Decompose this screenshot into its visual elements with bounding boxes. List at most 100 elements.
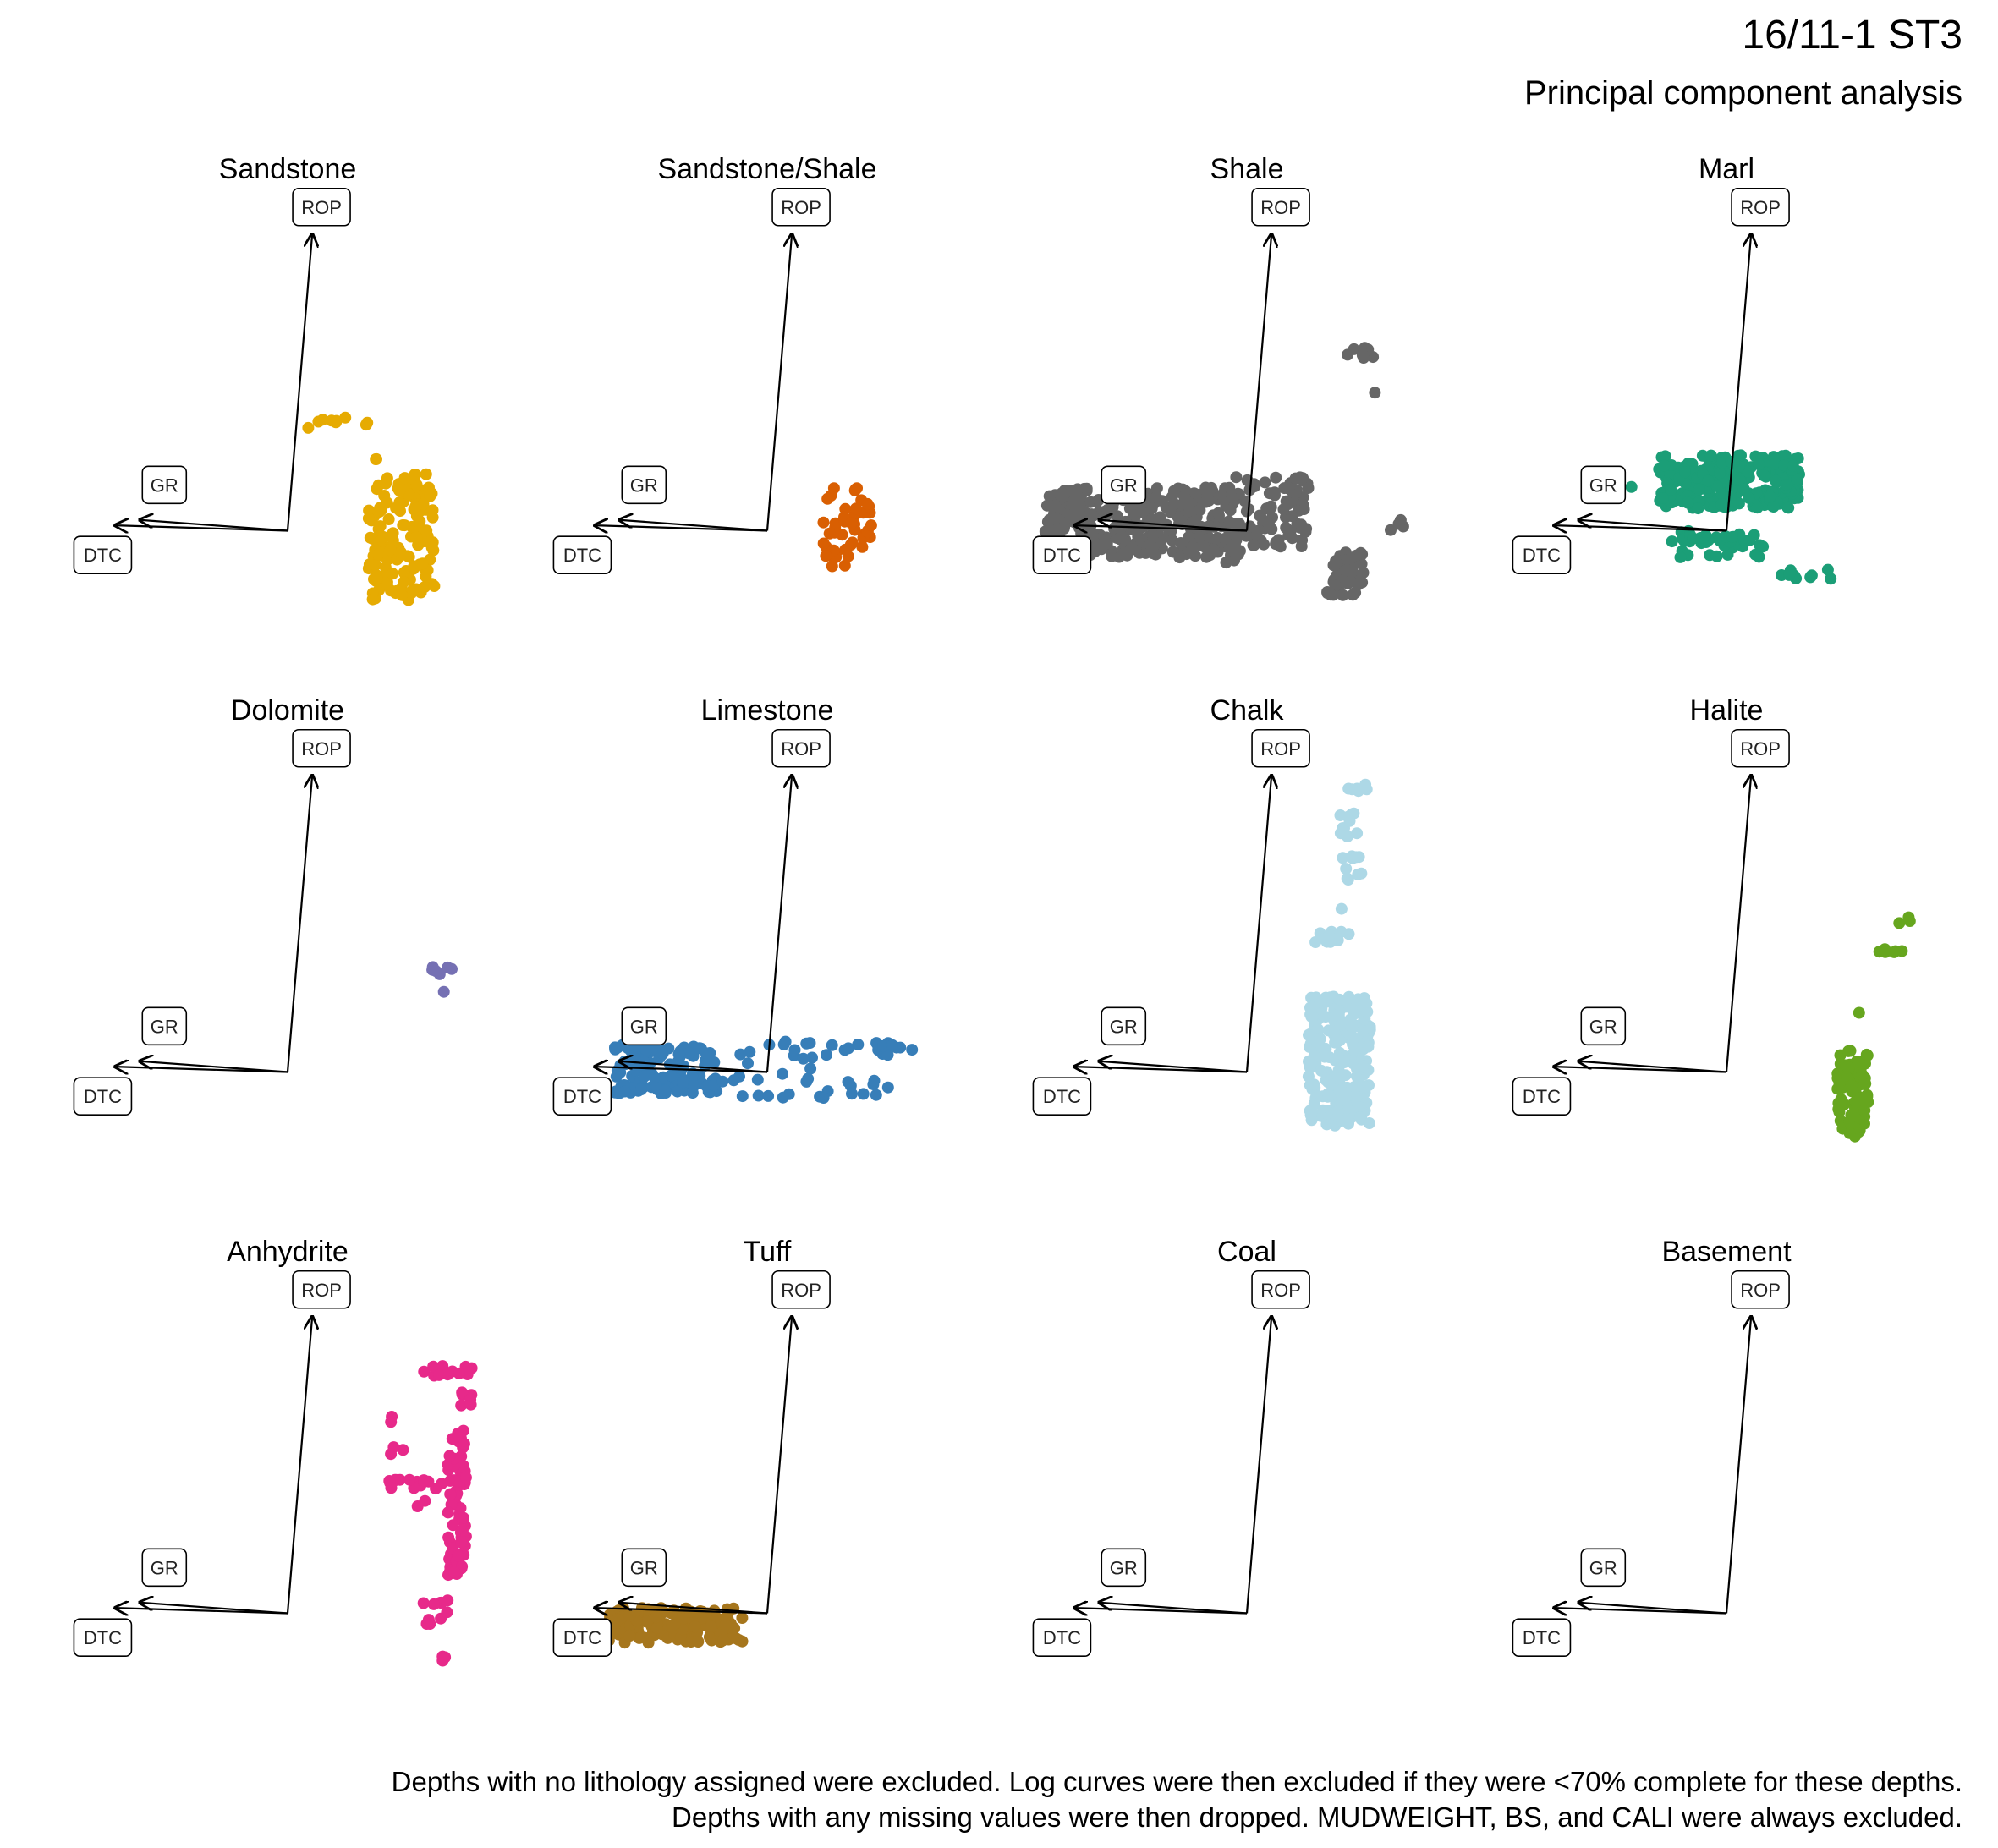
data-point — [856, 540, 869, 553]
data-point — [1853, 1006, 1865, 1019]
data-point — [665, 1069, 678, 1082]
data-point — [826, 560, 838, 573]
data-point — [1732, 497, 1745, 510]
loading-arrow-gr — [140, 1603, 288, 1615]
data-point — [1040, 499, 1053, 512]
data-point — [666, 1619, 678, 1631]
data-point — [1753, 458, 1765, 471]
svg-text:DTC: DTC — [563, 1627, 601, 1648]
data-point — [1858, 1105, 1871, 1116]
data-point — [1085, 508, 1098, 521]
data-point — [640, 1615, 653, 1628]
data-point — [1743, 491, 1755, 504]
data-point — [845, 517, 858, 529]
data-point — [1682, 496, 1694, 509]
data-point — [453, 1367, 465, 1379]
data-point — [1310, 1035, 1323, 1048]
data-point — [442, 1506, 454, 1519]
data-point — [385, 1416, 398, 1428]
data-point — [1725, 455, 1737, 468]
data-point — [656, 1047, 669, 1060]
data-point — [1346, 783, 1359, 796]
data-point — [1342, 578, 1354, 589]
data-point — [1289, 472, 1302, 485]
svg-text:ROP: ROP — [301, 1280, 342, 1301]
data-point — [1188, 515, 1200, 528]
facet-limestone: Limestone ROP GR DTC — [552, 685, 1032, 1226]
data-point — [1080, 482, 1093, 495]
data-point — [1238, 495, 1251, 507]
facet-plot: ROP GR DTC — [552, 187, 877, 575]
data-point — [1665, 483, 1677, 496]
svg-text:DTC: DTC — [563, 545, 601, 566]
data-point — [820, 550, 832, 562]
data-points — [1302, 778, 1376, 1132]
data-point — [1861, 1089, 1874, 1101]
data-point — [1309, 1050, 1320, 1063]
facet-halite: Halite ROP GR DTC — [1511, 685, 1991, 1226]
loading-label-rop: ROP — [292, 1269, 351, 1309]
data-point — [728, 1622, 741, 1635]
data-point — [446, 962, 458, 975]
data-point — [877, 1039, 889, 1052]
data-point — [861, 497, 874, 510]
data-point — [1321, 995, 1333, 1008]
data-point — [1328, 1026, 1341, 1038]
data-point — [638, 1070, 650, 1083]
data-point — [381, 496, 393, 509]
data-point — [1147, 529, 1159, 541]
facet-strip-title: Limestone — [700, 694, 834, 727]
loading-arrow-gr — [1578, 520, 1727, 532]
data-point — [1656, 492, 1669, 504]
facet-plot: ROP GR DTC — [1032, 187, 1409, 601]
data-point — [1207, 543, 1220, 556]
facet-plot: ROP GR DTC — [552, 1269, 831, 1658]
loading-label-gr: GR — [1101, 465, 1147, 505]
loading-label-gr: GR — [1101, 1548, 1147, 1588]
data-point — [1392, 518, 1405, 530]
loading-label-dtc: DTC — [73, 1077, 133, 1116]
data-point — [397, 519, 409, 531]
data-point — [1724, 491, 1737, 503]
data-point — [692, 1636, 705, 1648]
data-point — [635, 1631, 648, 1643]
data-point — [1758, 469, 1770, 482]
data-point — [1850, 1097, 1863, 1110]
data-point — [1337, 852, 1349, 864]
loading-label-rop: ROP — [771, 728, 831, 768]
data-point — [428, 580, 441, 592]
data-point — [437, 985, 450, 998]
data-points — [1039, 342, 1409, 601]
data-point — [414, 515, 426, 528]
loading-label-rop: ROP — [292, 728, 351, 768]
loading-label-gr: GR — [621, 1548, 667, 1588]
loading-arrow-dtc — [1074, 1067, 1248, 1072]
loading-label-dtc: DTC — [552, 1077, 612, 1116]
loading-arrow-gr — [1099, 1061, 1248, 1073]
loading-label-dtc: DTC — [1032, 1077, 1092, 1116]
loading-label-dtc: DTC — [1512, 535, 1572, 575]
facet-plot: ROP GR DTC — [1512, 728, 1916, 1143]
loading-label-rop: ROP — [771, 187, 831, 227]
data-point — [846, 1088, 858, 1100]
data-point — [1144, 538, 1156, 551]
data-point — [1106, 550, 1118, 562]
data-point — [716, 1075, 729, 1088]
data-point — [1348, 343, 1360, 355]
data-point — [1056, 487, 1068, 500]
loading-arrow-gr — [1578, 1061, 1727, 1073]
data-points — [1831, 911, 1916, 1143]
data-point — [1068, 513, 1080, 525]
data-point — [752, 1089, 765, 1102]
svg-text:ROP: ROP — [301, 197, 342, 218]
data-point — [1331, 1105, 1344, 1117]
svg-text:GR: GR — [151, 474, 178, 496]
data-point — [838, 1044, 851, 1056]
loading-arrow-dtc — [1554, 1067, 1727, 1072]
data-point — [398, 576, 410, 589]
data-point — [777, 1091, 789, 1104]
data-point — [1265, 523, 1278, 535]
data-point — [1071, 484, 1084, 496]
data-point — [1751, 502, 1764, 514]
data-point — [1845, 1109, 1858, 1121]
